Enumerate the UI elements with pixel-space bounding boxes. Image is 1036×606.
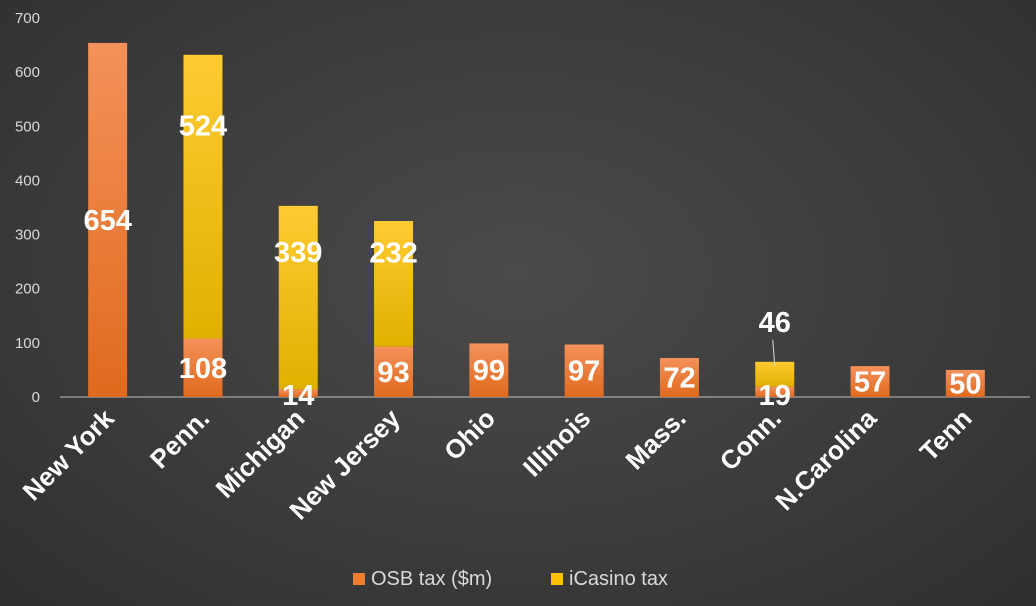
category-label: Illinois — [517, 403, 596, 482]
y-tick-label: 500 — [15, 118, 40, 135]
category-label: Mass. — [619, 403, 691, 475]
bar-segment — [374, 346, 414, 397]
bar-segment — [183, 338, 223, 397]
legend-label: OSB tax ($m) — [371, 568, 492, 590]
data-labels: 654 108 524 14 339 93 232 99 97 72 19 46 57 50 — [83, 111, 981, 412]
bar-segment — [278, 205, 318, 390]
data-label: 46 — [759, 307, 791, 339]
y-tick-label: 0 — [32, 389, 40, 406]
y-tick-label: 600 — [15, 64, 40, 81]
bar-segment — [659, 358, 699, 397]
bar-segment — [374, 221, 414, 347]
data-label: 654 — [83, 205, 131, 237]
data-label: 108 — [179, 353, 227, 385]
category-label: Penn. — [144, 403, 215, 474]
legend-label: iCasino tax — [569, 568, 668, 590]
data-label: 50 — [949, 368, 981, 400]
y-tick-label: 400 — [15, 172, 40, 189]
bar-segment — [564, 344, 604, 397]
category-label: New York — [17, 403, 121, 507]
y-tick-label: 300 — [15, 227, 40, 244]
data-label: 19 — [759, 380, 791, 412]
bars — [88, 42, 985, 398]
data-label: 524 — [179, 111, 227, 143]
y-tick-label: 100 — [15, 335, 40, 352]
bar-segment — [469, 343, 509, 397]
bar-segment — [755, 361, 795, 387]
data-label: 232 — [369, 237, 417, 269]
data-label: 72 — [663, 363, 695, 395]
data-label: 97 — [568, 356, 600, 388]
bar-segment — [278, 389, 318, 397]
bar-segment — [850, 366, 890, 397]
category-label: Conn. — [714, 403, 787, 476]
category-label: Michigan — [210, 403, 311, 504]
category-label: Ohio — [438, 403, 501, 466]
legend: OSB tax ($m) iCasino tax — [353, 568, 668, 590]
bar-segment — [88, 42, 128, 398]
y-axis: 0 100 200 300 400 500 600 700 — [15, 10, 40, 406]
category-label: N.Carolina — [769, 403, 883, 517]
data-label: 57 — [854, 367, 886, 399]
y-tick-label: 700 — [15, 10, 40, 27]
data-label: 14 — [282, 380, 314, 412]
data-label: 99 — [473, 355, 505, 387]
leader-line — [772, 339, 776, 366]
bar-segment — [945, 369, 985, 397]
data-label: 339 — [274, 237, 322, 269]
data-label: 93 — [377, 357, 409, 389]
bar-segment — [755, 386, 795, 397]
legend-swatch — [551, 573, 563, 585]
category-label: Tenn — [914, 403, 978, 467]
bar-segment — [183, 54, 223, 339]
legend-swatch — [353, 573, 365, 585]
y-tick-label: 200 — [15, 281, 40, 298]
